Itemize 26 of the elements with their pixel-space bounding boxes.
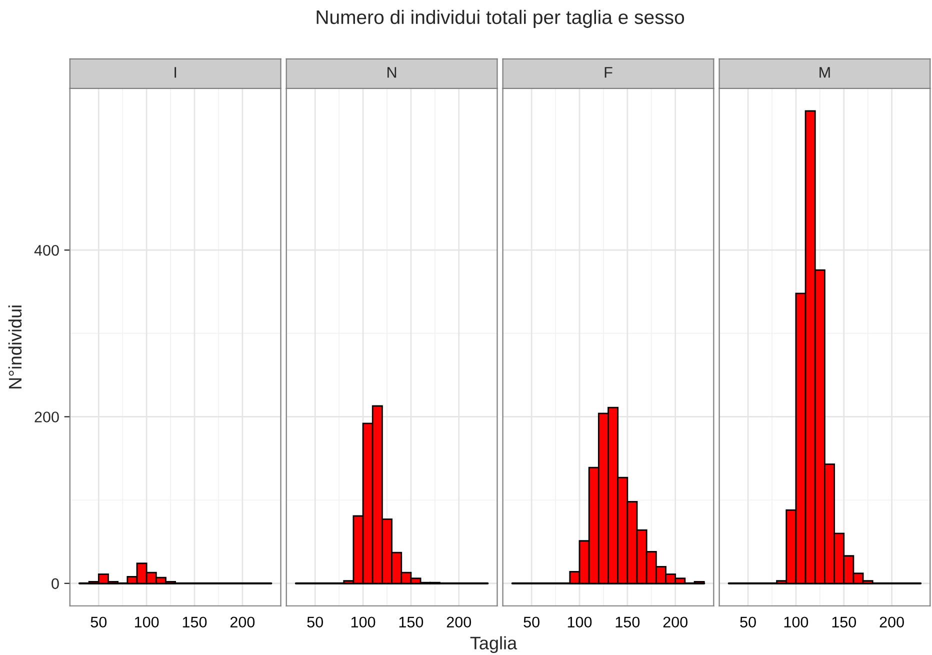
text: Numero di individui totali per taglia e sesso <box>316 10 684 28</box>
x-tick-label: 50 <box>307 616 324 628</box>
y-tick-label: 400 <box>34 244 59 256</box>
x-tick-label: 50 <box>740 616 756 628</box>
chart-title: I <box>174 67 176 78</box>
x-tick-label: 150 <box>616 616 640 628</box>
x-tick-label: 150 <box>832 616 856 628</box>
x-tick-label: 50 <box>90 616 107 628</box>
x-tick-label: 100 <box>568 616 592 628</box>
x-tick-label: 200 <box>446 616 472 628</box>
chart-title: M <box>820 67 830 78</box>
y-tick-label: 200 <box>34 412 59 422</box>
x-tick-label: 200 <box>230 616 255 628</box>
x-tick-label: 200 <box>663 616 688 628</box>
x-tick-label: 150 <box>399 616 424 628</box>
x-axis-title: Taglia <box>470 636 518 654</box>
y-axis-title: N°individui <box>8 306 22 388</box>
chart-title: N <box>388 67 396 78</box>
x-tick-label: 150 <box>182 616 207 628</box>
x-tick-label: 100 <box>351 616 376 628</box>
x-tick-label: 100 <box>784 616 808 628</box>
x-tick-label: 200 <box>880 616 904 628</box>
x-tick-label: 50 <box>524 616 540 628</box>
chart-title: F <box>604 67 612 78</box>
y-tick-label: 0 <box>52 578 59 590</box>
x-tick-label: 100 <box>135 616 159 628</box>
